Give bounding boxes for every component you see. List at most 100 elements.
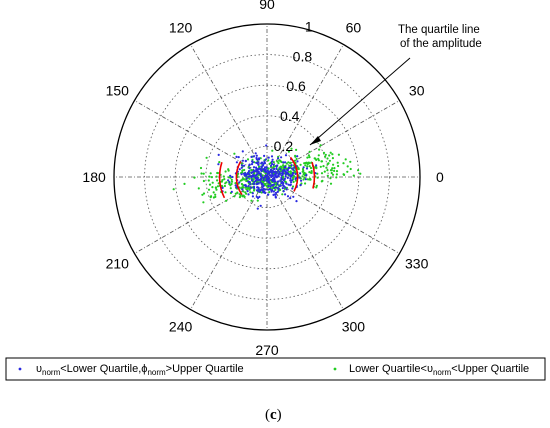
data-point-green [271,149,274,152]
data-point-blue [269,185,272,188]
data-point-blue [284,193,287,196]
data-point-green [305,161,308,164]
data-point-blue [290,179,294,182]
data-point-blue [292,168,295,171]
data-point-blue [275,186,278,189]
data-point-green [301,170,304,173]
data-point-green [274,188,277,191]
data-point-blue [279,168,282,171]
data-point-blue [262,184,265,187]
data-point-blue [265,144,268,147]
radial-tick-label: 0.2 [274,138,294,154]
data-point-blue [300,179,303,182]
data-point-blue [248,175,251,178]
data-point-blue [281,173,284,176]
data-point-green [211,186,214,189]
data-point-blue [258,172,262,175]
data-point-blue [256,207,259,210]
data-point-green [287,161,290,164]
data-point-green [223,178,226,181]
data-point-blue [272,163,275,166]
data-point-blue [255,195,258,198]
data-point-green [268,191,271,194]
data-point-blue [235,161,238,164]
data-point-blue [305,174,308,177]
data-point-blue [255,156,258,160]
data-point-blue [257,179,260,182]
data-point-green [323,170,326,173]
data-point-blue [253,180,256,183]
data-point-green [225,199,228,202]
data-point-blue [262,177,265,180]
data-point-blue [287,183,290,186]
data-point-green [248,177,251,180]
quartile-arc [311,162,316,189]
data-point-blue [269,164,273,167]
data-point-green [359,172,362,175]
data-point-blue [258,190,261,193]
data-point-blue [259,168,262,171]
data-point-blue [267,172,271,175]
data-point-green [332,163,335,166]
angular-grid-spoke [190,176,268,310]
data-point-green [199,166,203,170]
data-point-blue [289,184,292,187]
data-point-blue [270,190,273,193]
data-point-blue [252,166,256,169]
data-point-blue [284,154,288,157]
data-point-green [250,168,253,172]
angular-tick-label: 240 [169,319,193,335]
polar-grid [113,23,421,331]
data-point-green [256,199,259,202]
data-point-blue [264,170,267,173]
angular-tick-label: 210 [106,255,130,271]
data-point-green [322,165,325,168]
data-point-blue [290,167,293,170]
data-point-blue [286,168,289,172]
data-point-blue [257,163,260,166]
data-point-green [230,180,234,183]
data-point-green [329,182,333,185]
data-point-blue [256,186,259,189]
data-point-green [291,185,295,188]
quartile-arc [235,161,243,196]
data-point-blue [267,177,270,180]
data-point-green [227,168,230,171]
data-point-blue [280,176,283,180]
data-point-blue [262,179,265,182]
data-point-green [240,162,243,165]
data-point-blue [250,163,254,166]
data-point-green [349,167,352,171]
data-point-blue [281,170,284,173]
data-point-blue [277,187,280,190]
data-point-blue [254,176,257,179]
angular-grid-spoke [266,176,400,254]
quartile-arc [218,162,226,199]
radial-tick-label: 0.8 [293,48,313,64]
data-point-green [207,188,211,191]
data-point-green [294,155,297,158]
annotation-line-1: The quartile line [398,24,480,36]
data-point-green [234,192,237,195]
legend-marker-series-1 [18,367,22,371]
data-point-green [308,165,311,168]
data-point-green [216,171,219,175]
data-point-green [329,169,333,172]
data-point-green [335,170,339,173]
data-point-green [329,177,332,180]
data-point-blue [252,182,255,185]
data-point-green [249,191,252,194]
data-point-green [307,154,310,157]
data-point-blue [284,173,287,176]
data-point-green [315,158,318,161]
data-point-blue [274,170,277,173]
data-point-green [330,171,333,175]
data-point-blue [274,175,277,178]
data-point-green [233,195,236,198]
data-point-blue [284,186,287,189]
legend-marker-series-2 [333,367,337,371]
data-point-blue [274,191,278,194]
data-point-blue [282,179,285,182]
data-point-blue [255,189,258,192]
data-point-green [357,169,360,172]
